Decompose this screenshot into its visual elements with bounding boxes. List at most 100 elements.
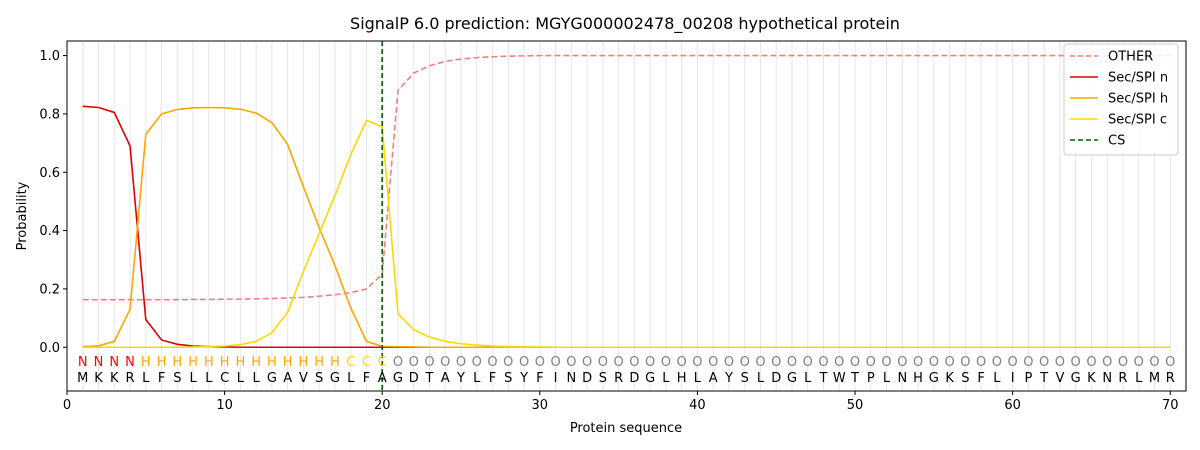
y-tick-label: 0.2	[39, 282, 60, 297]
y-tick-label: 0.4	[39, 224, 60, 239]
region-label: H	[157, 355, 167, 370]
residue-label: G	[267, 371, 277, 386]
region-label: O	[992, 355, 1002, 370]
residue-label: K	[110, 371, 119, 386]
y-tick-label: 1.0	[39, 49, 60, 64]
region-label: O	[440, 355, 450, 370]
residue-label: S	[173, 371, 181, 386]
series-line-other	[82, 54, 1171, 301]
region-label: H	[299, 355, 309, 370]
residue-label: G	[1071, 371, 1081, 386]
residue-label: L	[883, 371, 891, 386]
region-label: H	[141, 355, 151, 370]
region-label: O	[661, 355, 671, 370]
region-label: O	[976, 355, 986, 370]
residue-label: S	[741, 371, 749, 386]
residue-label: H	[677, 371, 687, 386]
y-axis-label: Probability	[15, 181, 30, 250]
residue-label: V	[1055, 371, 1064, 386]
region-label: O	[740, 355, 750, 370]
residue-label: A	[283, 371, 292, 386]
residue-label: D	[409, 371, 419, 386]
residue-label: D	[771, 371, 781, 386]
residue-label: L	[253, 371, 261, 386]
residue-label: N	[897, 371, 907, 386]
legend-box	[1063, 43, 1179, 156]
chart-title: SignalP 6.0 prediction: MGYG000002478_00…	[350, 14, 900, 34]
residue-label: G	[393, 371, 403, 386]
region-label: O	[1149, 355, 1159, 370]
region-label: O	[1023, 355, 1033, 370]
residue-label: K	[94, 371, 103, 386]
region-label: O	[818, 355, 828, 370]
region-label: O	[1102, 355, 1112, 370]
region-label: O	[503, 355, 513, 370]
residue-label: S	[961, 371, 969, 386]
region-label: O	[566, 355, 576, 370]
region-label: O	[724, 355, 734, 370]
region-label: H	[220, 355, 230, 370]
region-label: O	[487, 355, 497, 370]
residue-label: Y	[519, 371, 528, 386]
region-label: O	[850, 355, 860, 370]
region-label: O	[913, 355, 923, 370]
residue-label: M	[1149, 371, 1160, 386]
region-label: O	[771, 355, 781, 370]
region-label: O	[1134, 355, 1144, 370]
residue-label: H	[913, 371, 923, 386]
region-label: O	[881, 355, 891, 370]
residue-label: L	[237, 371, 245, 386]
x-tick-label: 30	[532, 398, 549, 413]
y-tick-label: 0.6	[39, 166, 60, 181]
region-label: H	[330, 355, 340, 370]
region-label: O	[929, 355, 939, 370]
region-label: H	[283, 355, 293, 370]
region-label: H	[172, 355, 182, 370]
residue-label: A	[709, 371, 718, 386]
residue-label: P	[1024, 371, 1032, 386]
series-line-sec-spi-n	[82, 105, 1171, 349]
residue-label: K	[1087, 371, 1096, 386]
residue-label: F	[977, 371, 984, 386]
residue-label: R	[1118, 371, 1127, 386]
legend-label: CS	[1108, 134, 1125, 149]
region-label: H	[267, 355, 277, 370]
y-tick-label: 0.0	[39, 341, 60, 356]
residue-label: L	[993, 371, 1001, 386]
residue-label: L	[694, 371, 702, 386]
residue-label: I	[1011, 371, 1015, 386]
region-label: O	[472, 355, 482, 370]
series-line-sec-spi-h	[82, 106, 1171, 349]
region-label: O	[708, 355, 718, 370]
region-label: O	[550, 355, 560, 370]
residue-label: L	[347, 371, 355, 386]
region-label: O	[1039, 355, 1049, 370]
axis-ticks: 0 10 20 30 40 50 60 70 0.0 0.2 0.4 0.6 0.8 1.0	[39, 49, 1178, 413]
region-label: N	[78, 355, 88, 370]
residue-label: T	[1039, 371, 1048, 386]
region-label: O	[897, 355, 907, 370]
residue-label: D	[582, 371, 592, 386]
residue-label: S	[504, 371, 512, 386]
region-label: H	[314, 355, 324, 370]
residue-label: T	[425, 371, 434, 386]
region-label: O	[1118, 355, 1128, 370]
residue-label: P	[867, 371, 875, 386]
region-label: C	[346, 355, 355, 370]
region-label: O	[582, 355, 592, 370]
legend: OTHER Sec/SPI n Sec/SPI h Sec/SPI c CS	[1063, 43, 1179, 156]
x-tick-label: 0	[63, 398, 71, 413]
residue-label: Y	[456, 371, 465, 386]
region-label: O	[866, 355, 876, 370]
region-label: O	[1008, 355, 1018, 370]
region-label: O	[692, 355, 702, 370]
residue-label: N	[1102, 371, 1112, 386]
region-label: N	[94, 355, 104, 370]
region-label: O	[598, 355, 608, 370]
region-label: O	[409, 355, 419, 370]
x-axis-label: Protein sequence	[570, 421, 682, 436]
residue-label: L	[205, 371, 213, 386]
residue-label: V	[299, 371, 308, 386]
region-label: O	[803, 355, 813, 370]
